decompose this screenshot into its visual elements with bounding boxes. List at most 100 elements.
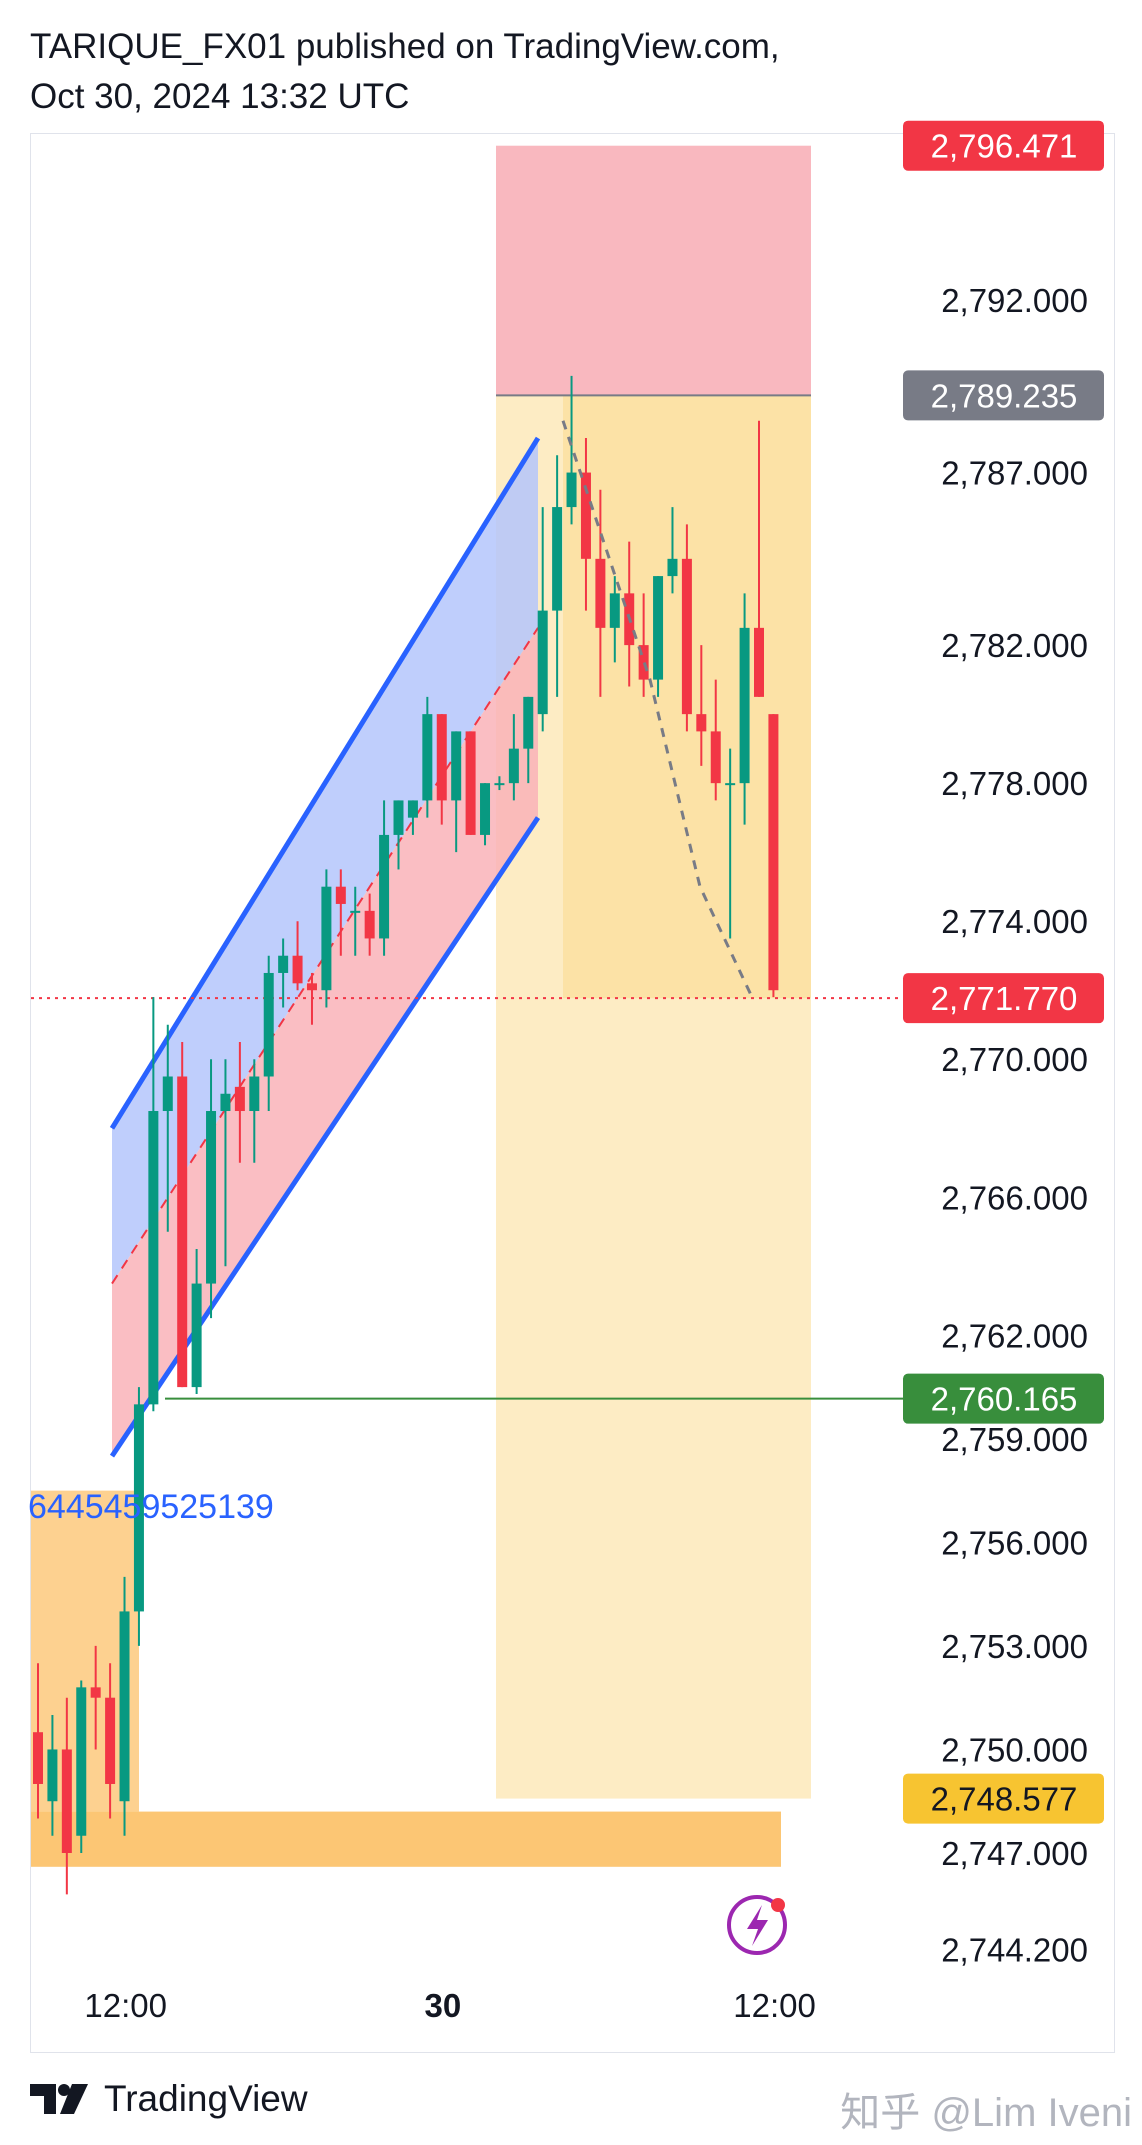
lightning-icon[interactable] (727, 1895, 787, 1955)
stop-loss-zone (496, 145, 811, 396)
candle-body (47, 1749, 58, 1802)
candle (335, 869, 346, 956)
candle-body (263, 972, 274, 1077)
candle (105, 1663, 116, 1819)
candle (609, 576, 620, 663)
candle-body (350, 910, 361, 913)
plot-area: 6445459525139 (28, 145, 905, 1895)
y-tick-label: 2,759.000 (941, 1421, 1088, 1458)
candle (119, 1576, 130, 1836)
candle-body (523, 696, 534, 749)
price-label: 2,796.471 (903, 120, 1104, 171)
candle-body (595, 558, 606, 628)
candle (220, 1059, 231, 1267)
candle (364, 893, 375, 956)
price-label: 2,748.577 (903, 1773, 1104, 1824)
price-label-text: 2,760.165 (931, 1381, 1078, 1418)
y-tick-label: 2,778.000 (941, 765, 1088, 802)
price-labels: 2,796.471 2,789.235 2,771.770 2,760.165 2,74… (903, 120, 1104, 1824)
publisher-line: TARIQUE_FX01 published on TradingView.co… (30, 27, 780, 66)
candle-body (681, 558, 692, 715)
candle (537, 507, 548, 732)
tradingview-brand: TradingView (104, 2078, 308, 2119)
candle (739, 593, 750, 825)
candle (162, 1024, 173, 1232)
channel-top-line (109, 436, 541, 1130)
candle-body (249, 1076, 260, 1112)
candle-body (148, 1111, 159, 1405)
candle (321, 869, 332, 1008)
candle (350, 886, 361, 956)
candle (47, 1714, 58, 1836)
candle (278, 938, 289, 1008)
x-tick-label: 12:00 (733, 1987, 816, 2024)
candle (33, 1663, 43, 1819)
y-axis: 2,792.000 2,787.000 2,782.000 2,778.000 2,77… (941, 282, 1088, 1969)
candle-body (725, 783, 736, 786)
candles (33, 375, 779, 1895)
candle-body (105, 1697, 116, 1784)
candle-body (739, 627, 750, 784)
y-tick-label: 2,744.200 (941, 1932, 1088, 1969)
y-tick-label: 2,774.000 (941, 903, 1088, 940)
lightning-icon-bolt (747, 1905, 768, 1946)
candle (595, 489, 606, 697)
x-tick-label: 12:00 (84, 1987, 167, 2024)
candle (681, 524, 692, 732)
candle (566, 375, 577, 525)
candle (508, 714, 519, 801)
y-tick-label: 2,747.000 (941, 1835, 1088, 1872)
candle-body (609, 593, 620, 628)
candle-body (379, 834, 390, 939)
y-tick-label: 2,753.000 (941, 1628, 1088, 1665)
candle (234, 1041, 245, 1163)
x-tick-label: 30 (425, 1987, 462, 2024)
candle-body (133, 1404, 144, 1612)
candle (148, 997, 159, 1412)
candle-body (33, 1732, 43, 1784)
candle-body (451, 731, 462, 801)
y-tick-label: 2,792.000 (941, 282, 1088, 319)
candle (768, 714, 779, 998)
candle (638, 593, 649, 697)
lightning-icon-ring (727, 1895, 787, 1955)
candle-body (638, 645, 649, 680)
tradingview-logo[interactable]: TradingView (30, 2078, 308, 2120)
tradingview-logo-icon (30, 2084, 88, 2114)
candle-body (393, 800, 404, 835)
candle-body (422, 714, 433, 801)
annotation-text: 6445459525139 (28, 1488, 274, 1526)
candle-body (119, 1611, 130, 1802)
candle (523, 696, 534, 784)
candle (710, 679, 721, 801)
candle-body (537, 610, 548, 715)
price-label-bg (903, 973, 1104, 1024)
candle-body (754, 627, 764, 697)
candle-body (494, 783, 505, 786)
y-tick-label: 2,756.000 (941, 1524, 1088, 1561)
price-label-text: 2,796.471 (931, 128, 1078, 165)
candle (436, 714, 447, 825)
price-label-text: 2,771.770 (931, 980, 1078, 1017)
price-label: 2,789.235 (903, 370, 1104, 421)
price-label-text: 2,748.577 (931, 1781, 1078, 1818)
y-tick-label: 2,766.000 (941, 1179, 1088, 1216)
candle (61, 1697, 72, 1895)
candle (451, 731, 462, 853)
watermark: 知乎 @Lim Iveni (840, 2091, 1132, 2135)
candle-body (306, 983, 317, 991)
y-tick-label: 2,750.000 (941, 1731, 1088, 1768)
publish-date: Oct 30, 2024 13:32 UTC (30, 77, 410, 116)
candle-body (480, 783, 491, 835)
projection-path (561, 420, 754, 998)
candle-body (768, 714, 779, 991)
candle-body (206, 1111, 217, 1284)
chart-frame (30, 133, 1115, 2053)
candle (422, 696, 433, 818)
candle (177, 1041, 188, 1388)
candle-body (552, 507, 563, 611)
candle-body (508, 748, 519, 784)
candle (407, 800, 418, 835)
price-label-text: 2,789.235 (931, 377, 1078, 414)
